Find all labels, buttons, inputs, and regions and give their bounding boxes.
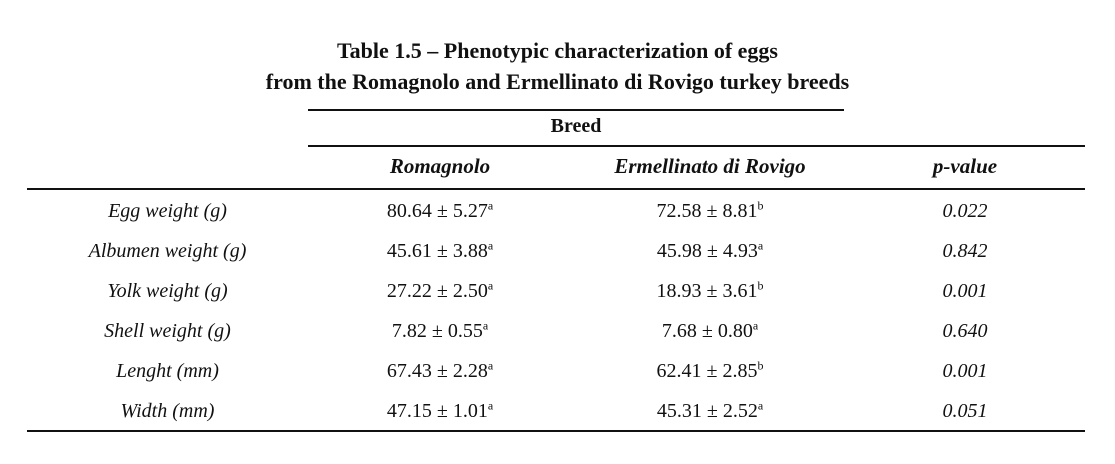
ermellinato-superscript: b: [757, 198, 764, 213]
table-row: Shell weight (g) 7.82 ± 0.55a 7.68 ± 0.8…: [0, 317, 1115, 357]
ermellinato-value: 62.41 ± 2.85b: [580, 357, 840, 385]
romagnolo-superscript: a: [487, 278, 494, 293]
table-row: Yolk weight (g) 27.22 ± 2.50a 18.93 ± 3.…: [0, 277, 1115, 317]
romagnolo-mean-sd: 80.64 ± 5.27: [386, 200, 488, 222]
p-value: 0.842: [942, 240, 988, 262]
table-row: Lenght (mm) 67.43 ± 2.28a 62.41 ± 2.85b …: [0, 357, 1115, 397]
romagnolo-value: 7.82 ± 0.55a: [340, 317, 540, 345]
ermellinato-mean-sd: 72.58 ± 8.81: [656, 200, 758, 222]
p-value: 0.051: [942, 400, 988, 422]
romagnolo-value: 47.15 ± 1.01a: [340, 397, 540, 425]
column-header-p-value: p-value: [932, 154, 998, 178]
breed-group-header: Breed: [550, 115, 602, 137]
romagnolo-value: 27.22 ± 2.50a: [340, 277, 540, 305]
romagnolo-superscript: a: [487, 238, 494, 253]
ermellinato-value: 7.68 ± 0.80a: [580, 317, 840, 345]
p-value: 0.640: [942, 320, 988, 342]
ermellinato-mean-sd: 45.98 ± 4.93: [656, 240, 758, 262]
ermellinato-superscript: b: [757, 358, 764, 373]
table-row: Width (mm) 47.15 ± 1.01a 45.31 ± 2.52a 0…: [0, 397, 1115, 437]
ermellinato-value: 45.31 ± 2.52a: [580, 397, 840, 425]
ermellinato-superscript: a: [752, 318, 759, 333]
ermellinato-mean-sd: 18.93 ± 3.61: [656, 280, 758, 302]
table-title-line-1: Table 1.5 – Phenotypic characterization …: [337, 38, 778, 63]
romagnolo-value: 67.43 ± 2.28a: [340, 357, 540, 385]
breed-top-rule: [308, 109, 844, 111]
ermellinato-mean-sd: 45.31 ± 2.52: [656, 400, 758, 422]
romagnolo-mean-sd: 27.22 ± 2.50: [386, 280, 488, 302]
romagnolo-superscript: a: [482, 318, 489, 333]
ermellinato-value: 18.93 ± 3.61b: [580, 277, 840, 305]
romagnolo-value: 45.61 ± 3.88a: [340, 237, 540, 265]
column-header-ermellinato: Ermellinato di Rovigo: [614, 154, 806, 178]
romagnolo-mean-sd: 67.43 ± 2.28: [386, 360, 488, 382]
ermellinato-mean-sd: 62.41 ± 2.85: [656, 360, 758, 382]
row-label: Width (mm): [120, 400, 215, 422]
table-bottom-rule: [27, 430, 1085, 432]
romagnolo-superscript: a: [487, 398, 494, 413]
romagnolo-superscript: a: [487, 198, 494, 213]
p-value: 0.022: [942, 200, 988, 222]
row-label: Shell weight (g): [104, 320, 231, 342]
row-label: Egg weight (g): [108, 200, 227, 222]
romagnolo-mean-sd: 45.61 ± 3.88: [386, 240, 488, 262]
header-bottom-rule: [27, 188, 1085, 190]
romagnolo-value: 80.64 ± 5.27a: [340, 197, 540, 225]
ermellinato-value: 72.58 ± 8.81b: [580, 197, 840, 225]
p-value: 0.001: [942, 280, 988, 302]
row-label: Yolk weight (g): [107, 280, 228, 302]
row-label: Lenght (mm): [116, 360, 219, 382]
column-header-romagnolo: Romagnolo: [389, 154, 491, 178]
table-row: Albumen weight (g) 45.61 ± 3.88a 45.98 ±…: [0, 237, 1115, 277]
ermellinato-superscript: a: [757, 398, 764, 413]
romagnolo-superscript: a: [487, 358, 494, 373]
p-value: 0.001: [942, 360, 988, 382]
ermellinato-superscript: b: [757, 278, 764, 293]
ermellinato-superscript: a: [757, 238, 764, 253]
romagnolo-mean-sd: 47.15 ± 1.01: [386, 400, 488, 422]
breed-bottom-rule: [308, 145, 1085, 147]
table-title-line-2: from the Romagnolo and Ermellinato di Ro…: [265, 69, 850, 94]
row-label: Albumen weight (g): [88, 240, 247, 262]
table-row: Egg weight (g) 80.64 ± 5.27a 72.58 ± 8.8…: [0, 197, 1115, 237]
ermellinato-value: 45.98 ± 4.93a: [580, 237, 840, 265]
ermellinato-mean-sd: 7.68 ± 0.80: [661, 320, 753, 342]
romagnolo-mean-sd: 7.82 ± 0.55: [391, 320, 483, 342]
